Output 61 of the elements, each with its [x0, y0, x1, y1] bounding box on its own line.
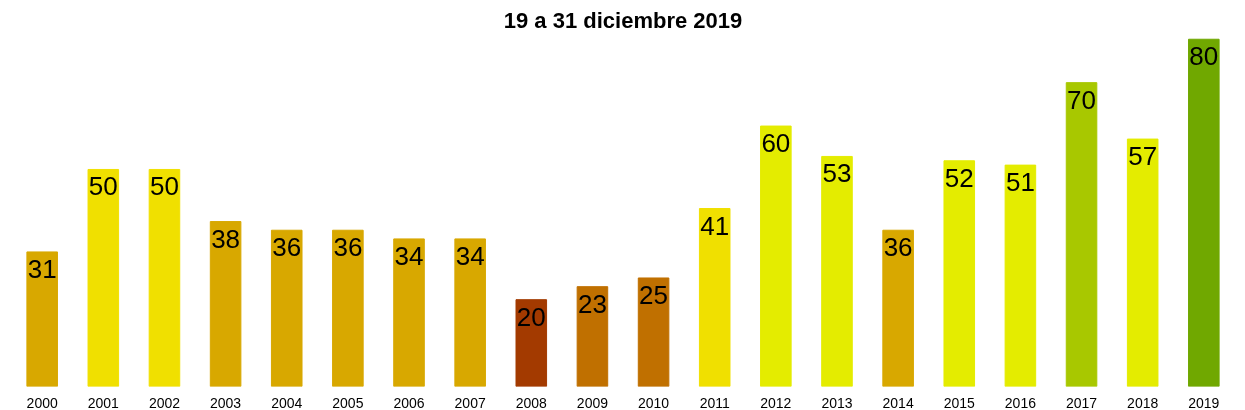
x-tick-label: 2018 — [1127, 394, 1159, 410]
x-tick-label: 2010 — [638, 394, 670, 410]
x-tick-label: 2016 — [1004, 394, 1037, 410]
x-tick-label: 2014 — [882, 394, 914, 410]
data-label: 53 — [822, 158, 852, 189]
bar — [332, 229, 364, 387]
data-label: 34 — [394, 240, 424, 271]
x-tick-label: 2002 — [148, 394, 181, 410]
chart-title: 19 a 31 diciembre 2019 — [503, 7, 743, 33]
bar — [1188, 38, 1220, 387]
x-tick-label: 2003 — [210, 394, 242, 410]
bar — [515, 299, 548, 387]
data-label: 52 — [944, 162, 974, 193]
data-label: 60 — [761, 128, 791, 159]
bar — [209, 221, 242, 387]
bar — [1065, 82, 1098, 387]
bar — [87, 168, 120, 387]
bar — [1126, 138, 1159, 387]
x-tick-label: 2017 — [1065, 394, 1098, 410]
data-label: 36 — [272, 232, 302, 263]
bar — [148, 168, 181, 387]
data-label: 80 — [1189, 41, 1219, 72]
x-tick-label: 2007 — [454, 394, 486, 410]
data-label: 50 — [88, 171, 118, 202]
x-tick-label: 2012 — [760, 394, 792, 410]
bar — [576, 286, 609, 387]
data-label: 34 — [455, 240, 485, 271]
data-label: 41 — [700, 210, 730, 241]
x-tick-label: 2005 — [332, 394, 364, 410]
data-label: 70 — [1067, 84, 1096, 115]
bar — [26, 251, 58, 387]
x-tick-label: 2004 — [271, 394, 303, 410]
data-label: 23 — [577, 288, 607, 319]
bar — [393, 238, 425, 387]
x-tick-label: 2008 — [515, 394, 548, 410]
bar — [1004, 164, 1037, 387]
data-label: 38 — [211, 223, 241, 254]
data-label: 36 — [333, 232, 363, 263]
x-tick-label: 2011 — [699, 394, 730, 410]
x-tick-label: 2006 — [393, 394, 425, 410]
data-label: 31 — [27, 253, 57, 284]
x-tick-label: 2019 — [1188, 394, 1220, 410]
data-label: 36 — [883, 232, 913, 263]
x-tick-label: 2001 — [87, 394, 120, 410]
bar — [454, 238, 486, 387]
x-tick-label: 2015 — [943, 394, 976, 410]
bar — [821, 155, 853, 387]
data-label: 20 — [516, 301, 546, 332]
data-label: 51 — [1005, 167, 1035, 198]
bar — [943, 160, 976, 387]
bar — [270, 229, 303, 387]
data-label: 57 — [1128, 141, 1158, 172]
bar — [637, 277, 670, 387]
bar — [882, 229, 914, 387]
x-tick-label: 2000 — [26, 394, 58, 410]
x-tick-label: 2009 — [576, 394, 609, 410]
x-tick-label: 2013 — [821, 394, 853, 410]
data-label: 50 — [150, 171, 179, 202]
bar — [698, 208, 731, 387]
bar — [760, 125, 792, 387]
data-label: 25 — [639, 279, 669, 310]
